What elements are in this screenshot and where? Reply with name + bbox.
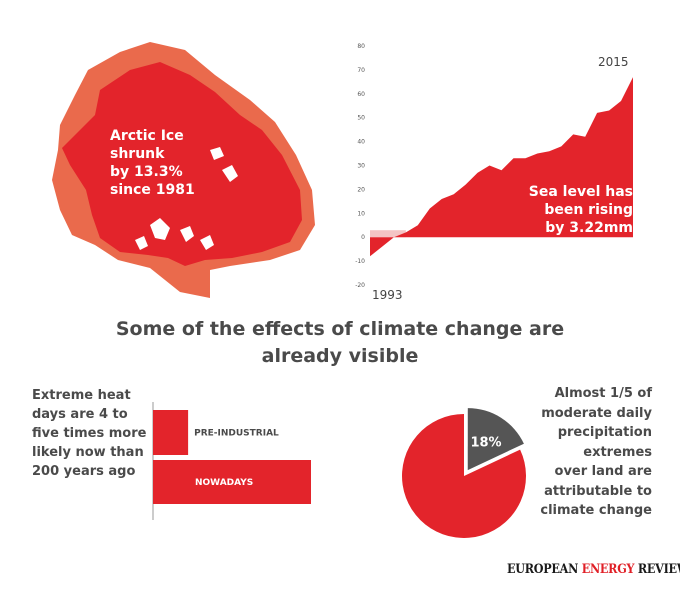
sea-level-chart: -20 -10 0 10 20 30 40 50 60 70 80 Sea level has be… <box>345 35 675 310</box>
headline: Some of the effects of climate change ar… <box>115 318 565 367</box>
arctic-map-svg <box>52 42 315 298</box>
heat-bar <box>153 460 311 504</box>
y-tick-label: 30 <box>357 163 365 170</box>
pie-slice <box>467 408 524 471</box>
pie-slice <box>402 414 527 538</box>
brand-logo: EUROPEAN ENERGY REVIEW <box>507 562 680 577</box>
y-tick-label: 10 <box>357 210 365 217</box>
heat-bar-label: PRE-INDUSTRIAL <box>194 429 279 439</box>
arctic-ice-map: Arctic Ice shrunk by 13.3% since 1981 <box>0 30 345 310</box>
land-gaps <box>135 147 238 250</box>
precip-caption: Almost 1/5 of moderate daily precipitati… <box>540 386 652 518</box>
sea-year-end-label: 2015 <box>598 55 629 69</box>
sea-level-area <box>370 77 633 257</box>
y-tick-label: 60 <box>357 91 365 98</box>
y-tick-label: 50 <box>357 115 365 122</box>
pie-slice-label: 18% <box>470 435 501 450</box>
y-tick-label: 40 <box>357 139 365 146</box>
precipitation-pie-chart: 18% <box>402 408 527 538</box>
ice-extent-now <box>62 62 302 266</box>
heat-bar-label: NOWADAYS <box>195 478 253 488</box>
baseline-band <box>370 230 406 238</box>
sea-level-svg: -20 -10 0 10 20 30 40 50 60 70 80 <box>355 43 633 289</box>
y-tick-label: -20 <box>355 282 365 289</box>
y-tick-label: 20 <box>357 186 365 193</box>
y-tick-label: 70 <box>357 67 365 74</box>
y-tick-label: 0 <box>361 234 365 241</box>
heat-bar <box>153 410 189 455</box>
sea-level-annotation: Sea level has been rising by 3.22mm per … <box>520 184 633 272</box>
y-tick-label: -10 <box>355 258 365 265</box>
heat-caption: Extreme heat days are 4 to five times mo… <box>32 388 147 479</box>
sea-year-start-label: 1993 <box>372 288 403 302</box>
y-tick-label: 80 <box>357 43 365 50</box>
heat-bar-chart: PRE-INDUSTRIAL NOWADAYS <box>152 402 311 520</box>
arctic-caption: Arctic Ice shrunk by 13.3% since 1981 <box>110 128 195 198</box>
